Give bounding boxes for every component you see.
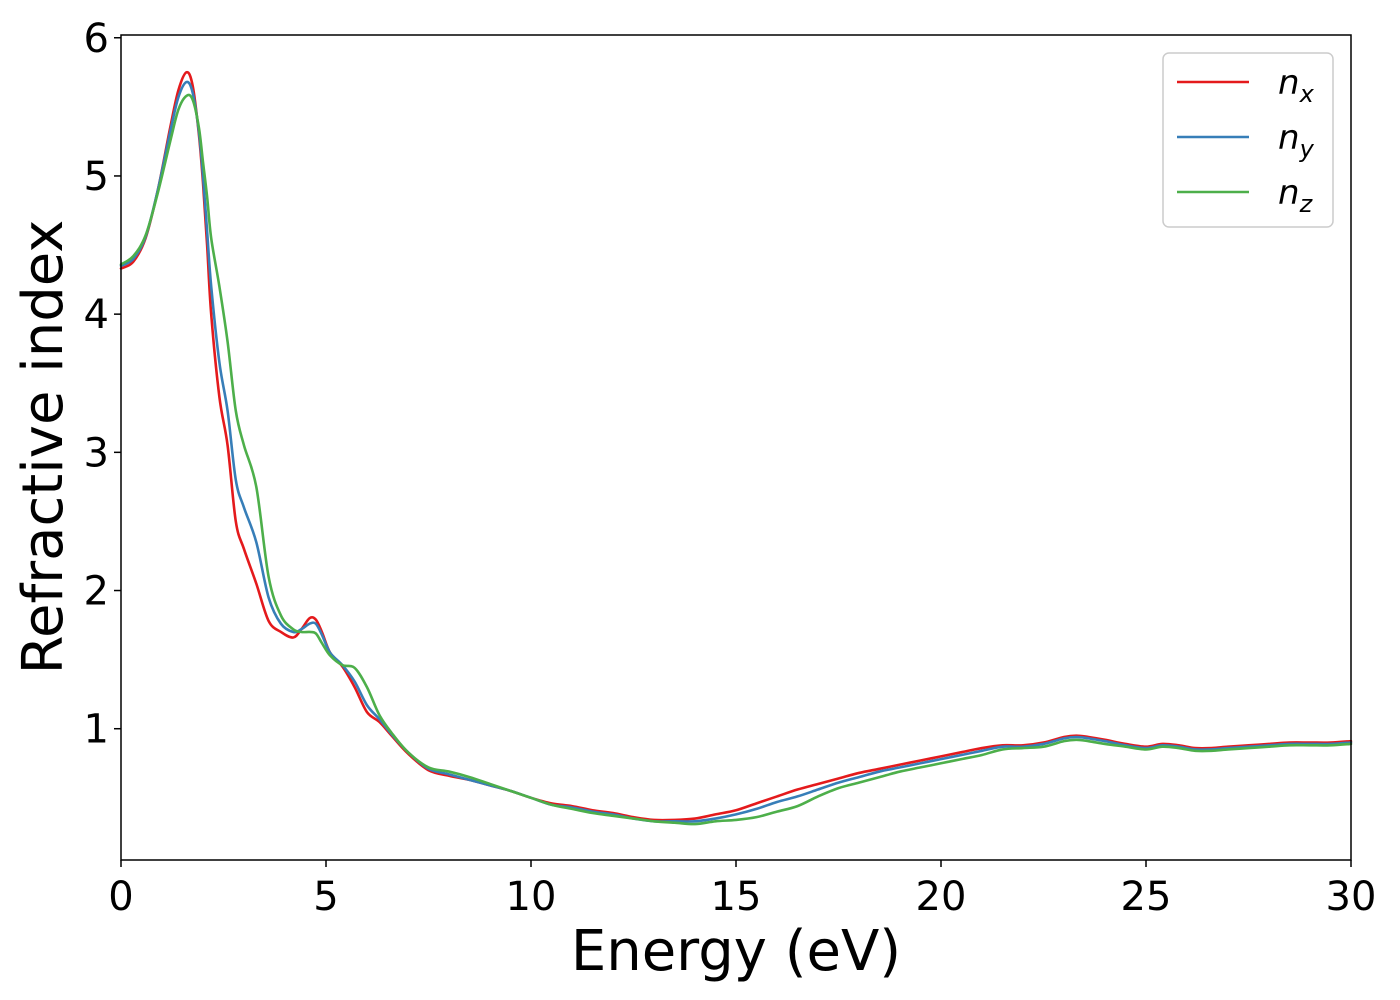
- legend-label-nx: nx: [1278, 63, 1315, 108]
- legend-label-ny: ny: [1278, 118, 1315, 163]
- y-tick-label: 3: [84, 430, 109, 476]
- x-tick-label: 5: [313, 874, 338, 920]
- legend-label-base: n: [1278, 118, 1300, 158]
- legend-box: [1162, 52, 1334, 228]
- legend-label-subscript: x: [1299, 80, 1315, 108]
- y-tick-label: 6: [84, 16, 109, 62]
- legend-label-subscript: y: [1299, 135, 1315, 163]
- y-tick-label: 5: [84, 154, 109, 200]
- y-tick-label: 4: [84, 292, 109, 338]
- y-axis-title: Refractive index: [11, 220, 76, 675]
- x-tick-label: 20: [916, 874, 967, 920]
- legend-label-subscript: z: [1299, 190, 1314, 218]
- legend-label-nz: nz: [1278, 173, 1314, 218]
- legend-label-base: n: [1278, 63, 1300, 103]
- series-line-nx: [119, 70, 1353, 822]
- series-line-ny: [119, 80, 1353, 823]
- x-tick-label: 30: [1326, 874, 1377, 920]
- x-tick-label: 15: [711, 874, 762, 920]
- series-line-nz: [119, 93, 1353, 826]
- x-axis-title: Energy (eV): [571, 919, 901, 984]
- x-tick-label: 0: [108, 874, 133, 920]
- y-axis-ticks: 1 2 3 4 5 6: [84, 16, 121, 753]
- x-axis-ticks: 0 5 10 15 20 25 30: [108, 860, 1376, 920]
- y-tick-label: 2: [84, 569, 109, 615]
- legend-label-base: n: [1278, 173, 1300, 213]
- x-tick-label: 10: [506, 874, 557, 920]
- x-tick-label: 25: [1121, 874, 1172, 920]
- y-tick-label: 1: [84, 707, 109, 753]
- series-group: [119, 70, 1353, 826]
